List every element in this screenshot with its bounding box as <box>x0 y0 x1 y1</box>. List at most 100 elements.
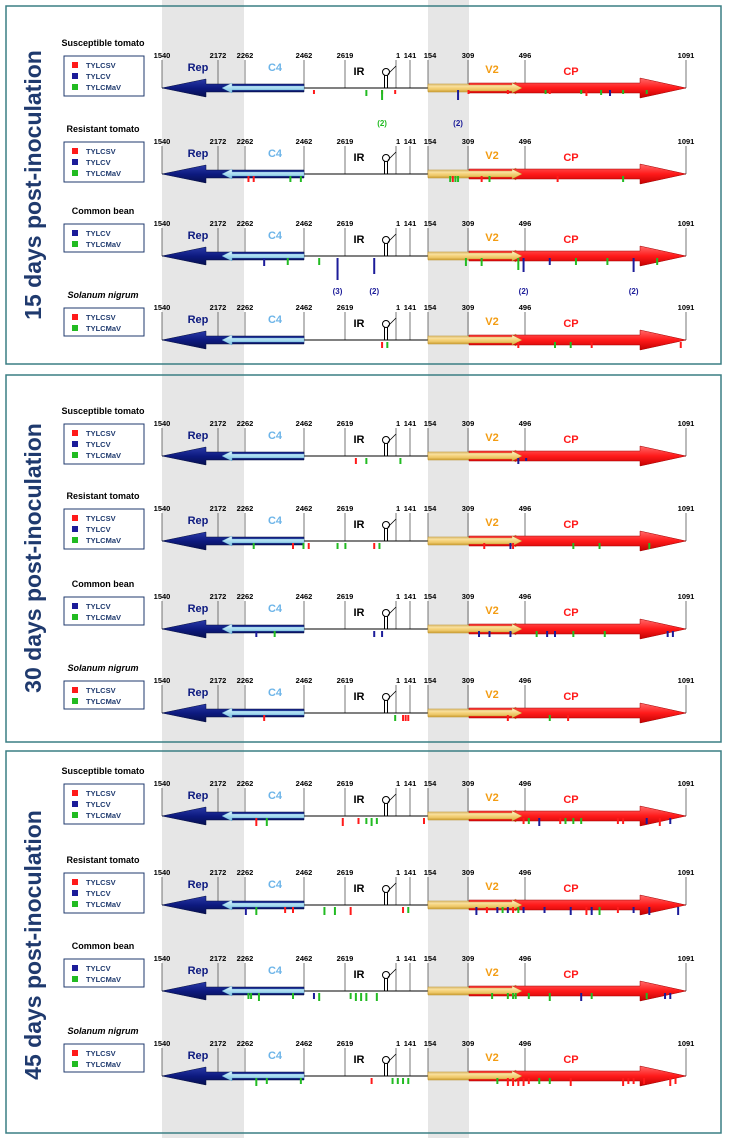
mutation-marks <box>255 818 672 826</box>
legend: TYLCV TYLCMaV <box>63 223 145 253</box>
legend: TYLCSV TYLCV TYLCMaV <box>63 423 145 465</box>
legend-swatch <box>72 314 78 320</box>
mutation-marks <box>354 458 528 464</box>
coordinate-label: 1091 <box>678 219 695 228</box>
coordinate-label: 154 <box>424 504 437 513</box>
legend-box <box>63 307 145 337</box>
cp-label: CP <box>563 691 578 703</box>
genome-map: 1540 2172 2262 2462 2619 1 141 154 309 496 1091 Rep… <box>154 303 694 351</box>
legend-label: TYLCMaV <box>86 811 121 820</box>
coordinate-label: 141 <box>404 219 417 228</box>
cp-label: CP <box>563 66 578 78</box>
coordinate-label: 141 <box>404 592 417 601</box>
coordinate-label: 2619 <box>337 137 354 146</box>
genome-map: 1540 2172 2262 2462 2619 1 141 154 309 496 1091 Rep… <box>154 1039 694 1087</box>
host-track: Resistant tomato TYLCSV TYLCV TYLCMaV 1540 21… <box>63 855 694 916</box>
coordinate-label: 2462 <box>296 504 313 513</box>
coordinate-label: 141 <box>404 676 417 685</box>
coordinate-label: 2619 <box>337 954 354 963</box>
coordinate-label: 1540 <box>154 219 171 228</box>
legend-swatch <box>72 325 78 331</box>
coordinate-label: 1540 <box>154 51 171 60</box>
ir-label: IR <box>354 434 365 446</box>
legend-swatch <box>72 1050 78 1056</box>
cp-label: CP <box>563 883 578 895</box>
coordinate-label: 2619 <box>337 868 354 877</box>
mutation-marks <box>255 1078 677 1086</box>
legend-swatch <box>72 526 78 532</box>
cp-label: CP <box>563 318 578 330</box>
cp-gene-arrow <box>468 77 687 99</box>
mutation-marks <box>263 715 570 721</box>
stem-loop-icon <box>382 233 397 256</box>
cp-gene-arrow <box>468 530 687 552</box>
cp-label: CP <box>563 519 578 531</box>
legend: TYLCSV TYLCV TYLCMaV <box>63 55 145 97</box>
coordinate-label: 1091 <box>678 504 695 513</box>
time-label: 30 days post-inoculation <box>20 423 46 693</box>
host-track: Solanum nigrum TYLCSV TYLCMaV 1540 2172 2262 2… <box>63 663 694 724</box>
legend-label: TYLCMaV <box>86 613 121 622</box>
host-track: Solanum nigrum TYLCSV TYLCMaV 1540 2172 2262 2… <box>63 1026 694 1087</box>
coordinate-label: 496 <box>519 954 532 963</box>
coordinate-label: 1 <box>396 676 400 685</box>
coordinate-label: 496 <box>519 676 532 685</box>
v2-label: V2 <box>485 689 498 701</box>
coordinate-label: 1 <box>396 137 400 146</box>
coordinate-label: 141 <box>404 419 417 428</box>
coordinate-label: 1 <box>396 504 400 513</box>
coordinate-label: 2172 <box>210 779 227 788</box>
coordinate-label: 309 <box>462 303 475 312</box>
coordinate-label: 1 <box>396 51 400 60</box>
mutation-marks <box>247 176 625 182</box>
ir-label: IR <box>354 883 365 895</box>
legend: TYLCSV TYLCV TYLCMaV <box>63 872 145 914</box>
rep-label: Rep <box>188 62 209 74</box>
stem-loop-circle <box>382 1056 390 1064</box>
panel-frame <box>5 374 722 743</box>
mutation-marks <box>244 907 680 915</box>
stem-loop-circle <box>382 320 390 328</box>
coordinate-label: 2462 <box>296 137 313 146</box>
legend-swatch <box>72 230 78 236</box>
cp-gene-arrow <box>468 702 687 724</box>
v2-label: V2 <box>485 150 498 162</box>
cp-label: CP <box>563 434 578 446</box>
coordinate-label: 1091 <box>678 779 695 788</box>
v2-gene-overlay <box>427 707 523 719</box>
legend-box <box>63 680 145 710</box>
legend-label: TYLCMaV <box>86 451 121 460</box>
c4-gene-arrow <box>221 250 305 262</box>
coordinate-label: 496 <box>519 303 532 312</box>
shaded-regions <box>162 0 469 1138</box>
legend-label: TYLCV <box>86 440 111 449</box>
legend-swatch <box>72 790 78 796</box>
v2-label: V2 <box>485 316 498 328</box>
coordinate-label: 2619 <box>337 51 354 60</box>
coordinate-label: 1540 <box>154 676 171 685</box>
legend-swatch <box>72 441 78 447</box>
legend-label: TYLCV <box>86 964 111 973</box>
c4-label: C4 <box>268 314 283 326</box>
origin-pointer <box>387 606 397 616</box>
coordinate-label: 141 <box>404 504 417 513</box>
host-name: Common bean <box>72 941 135 951</box>
cp-gene-arrow <box>468 163 687 185</box>
c4-gene-arrow <box>221 810 305 822</box>
v2-gene-overlay <box>427 1070 523 1082</box>
c4-gene-arrow <box>221 623 305 635</box>
legend-label: TYLCSV <box>86 147 116 156</box>
cp-gene-arrow <box>468 445 687 467</box>
coordinate-label: 2462 <box>296 1039 313 1048</box>
cp-gene-arrow <box>468 329 687 351</box>
host-track: Common bean TYLCV TYLCMaV 1540 2172 2262 2462 2… <box>63 206 695 296</box>
legend-swatch <box>72 698 78 704</box>
coordinate-label: 154 <box>424 954 437 963</box>
c4-gene-arrow <box>221 535 305 547</box>
cp-label: CP <box>563 1054 578 1066</box>
coordinate-label: 496 <box>519 868 532 877</box>
stem-loop-circle <box>382 154 390 162</box>
origin-pointer <box>387 882 397 892</box>
v2-gene-overlay <box>427 535 523 547</box>
host-name: Common bean <box>72 206 135 216</box>
